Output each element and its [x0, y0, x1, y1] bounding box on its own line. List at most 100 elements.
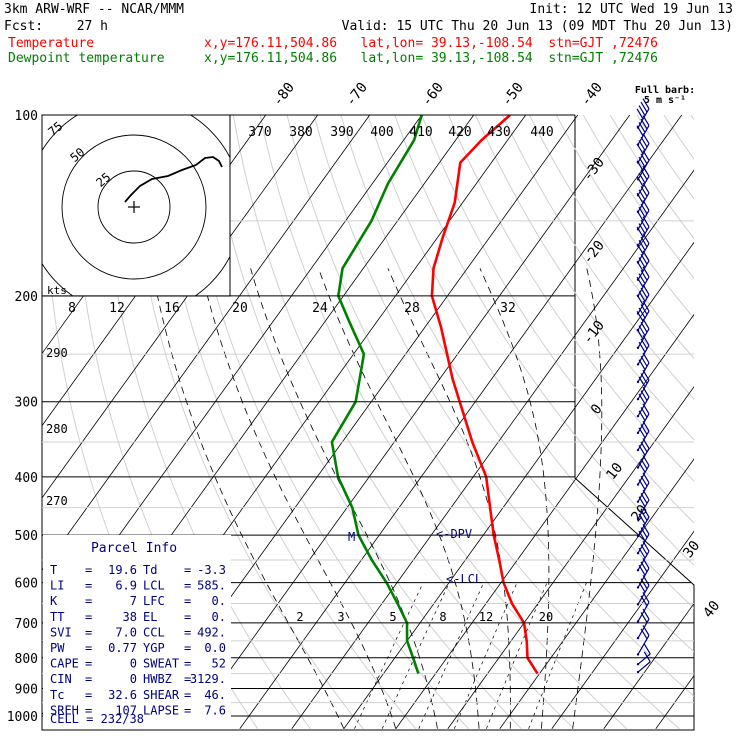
wind-barb-flag — [638, 206, 646, 218]
parcel-equals: = — [184, 641, 191, 655]
moist-adiabat — [200, 268, 397, 729]
wind-barb-flag — [642, 369, 650, 381]
parcel-equals: = — [85, 703, 92, 717]
wind-barb-flag — [638, 427, 646, 439]
wind-barb-origin — [636, 603, 640, 606]
parcel-value: 6.9 — [115, 579, 137, 593]
wind-barb-flag — [642, 523, 650, 535]
wind-barb-flag — [638, 341, 646, 353]
isotherm — [551, 530, 694, 729]
wind-barb-flag — [640, 287, 648, 299]
wind-barb-origin — [636, 586, 640, 589]
wind-barb-flag — [642, 300, 650, 312]
dry-adiabat — [448, 115, 694, 482]
wind-barb-flag — [638, 479, 646, 490]
wind-barb-flag — [642, 150, 650, 161]
parcel-equals: = — [85, 563, 92, 577]
wind-barb — [636, 625, 650, 656]
wind-barb-flag — [642, 266, 650, 278]
wind-barb — [636, 165, 650, 197]
wind-barb-flag — [636, 192, 644, 204]
pressure-tick-label: 800 — [15, 652, 38, 667]
forecast-hours: 27 h — [77, 19, 108, 34]
isotherm-label: -50 — [499, 80, 527, 110]
pressure-tick-label: 400 — [15, 471, 38, 486]
wind-barb-flag — [636, 176, 644, 187]
wind-barb-flag — [640, 203, 648, 215]
pressure-tick-label: 300 — [15, 396, 38, 411]
wind-barb-flag — [642, 558, 650, 569]
wind-barb-flag — [638, 445, 646, 456]
hodograph-scale-label: 20 — [232, 301, 248, 316]
wind-barb — [636, 200, 650, 231]
wind-barb — [636, 133, 650, 164]
parcel-equals: = — [184, 657, 191, 671]
dry-adiabat — [259, 115, 628, 730]
wind-barb-flag — [642, 420, 650, 432]
parcel-key: YGP — [143, 641, 165, 655]
wind-barb-origin — [636, 483, 640, 486]
forecast-label: Fcst: — [4, 19, 43, 34]
parcel-value: 7.0 — [115, 625, 137, 639]
isotherm-label: -60 — [419, 80, 447, 110]
wind-barb-flag — [636, 328, 644, 340]
pressure-tick-label: 700 — [15, 617, 38, 632]
isotherm — [239, 115, 683, 729]
wind-barb-flag — [640, 355, 648, 367]
pressure-tick-label: 100 — [15, 109, 38, 124]
wind-barb-origin — [636, 363, 640, 366]
wind-barb-flag — [642, 284, 650, 295]
wind-barb-flag — [638, 564, 646, 576]
theta-label: 430 — [487, 125, 510, 140]
parcel-value: 0. — [212, 594, 226, 608]
mixing-ratio-label: 12 — [479, 610, 493, 624]
dry-adiabat — [501, 115, 694, 400]
wind-barb-flag — [636, 294, 644, 306]
wind-barb-flag — [640, 628, 648, 640]
wind-barb — [636, 233, 650, 264]
moist-adiabat — [318, 268, 480, 729]
wind-barb-flag — [638, 223, 646, 234]
wind-barb-flag — [638, 376, 646, 388]
wind-barb-flag — [642, 455, 650, 466]
dry-adiabat — [690, 115, 694, 121]
parcel-key: K — [50, 594, 58, 608]
wind-barb-origin — [636, 466, 640, 469]
parcel-value: 32.6 — [108, 688, 137, 702]
dry-adiabat — [421, 115, 694, 524]
wind-barb — [636, 608, 650, 640]
dry-adiabat — [340, 115, 694, 653]
wind-barb-origin — [636, 670, 640, 674]
wind-barb — [636, 420, 650, 452]
wind-barb-flag — [642, 386, 650, 398]
isotherm-label: -30 — [580, 155, 608, 185]
parcel-key: SVI — [50, 625, 72, 639]
wind-barb-flag — [640, 338, 648, 350]
wind-barb-flag — [638, 393, 646, 405]
parcel-info-title: Parcel Info — [91, 541, 177, 556]
wind-barb-flag — [642, 608, 650, 620]
wind-barb-flag — [640, 253, 648, 265]
wind-barb-flag — [642, 98, 650, 109]
temperature-legend: Temperature — [8, 36, 94, 51]
wind-barb — [636, 651, 651, 674]
parcel-equals: = — [85, 579, 92, 593]
wind-barb-flag — [640, 527, 648, 538]
mixing-ratio-label: 2 — [296, 610, 303, 624]
isotherm — [187, 115, 631, 729]
wind-barb-flag — [640, 492, 648, 504]
wind-barb-flag — [638, 462, 646, 473]
wind-barb-flag — [642, 625, 650, 636]
isotherm — [42, 115, 371, 571]
theta-label: 370 — [248, 125, 271, 140]
wind-barb-flag — [642, 438, 650, 449]
wind-barb-flag — [642, 133, 650, 144]
wind-barb-flag — [636, 143, 644, 155]
pressure-tick-label: 1000 — [7, 710, 38, 725]
dry-adiabat — [475, 115, 694, 441]
wind-barb-flag — [638, 105, 646, 116]
wind-barb-flag — [642, 506, 650, 518]
wind-barb-flag — [636, 226, 644, 238]
wind-barb-flag — [638, 581, 646, 593]
wind-barb-flag — [638, 530, 646, 542]
